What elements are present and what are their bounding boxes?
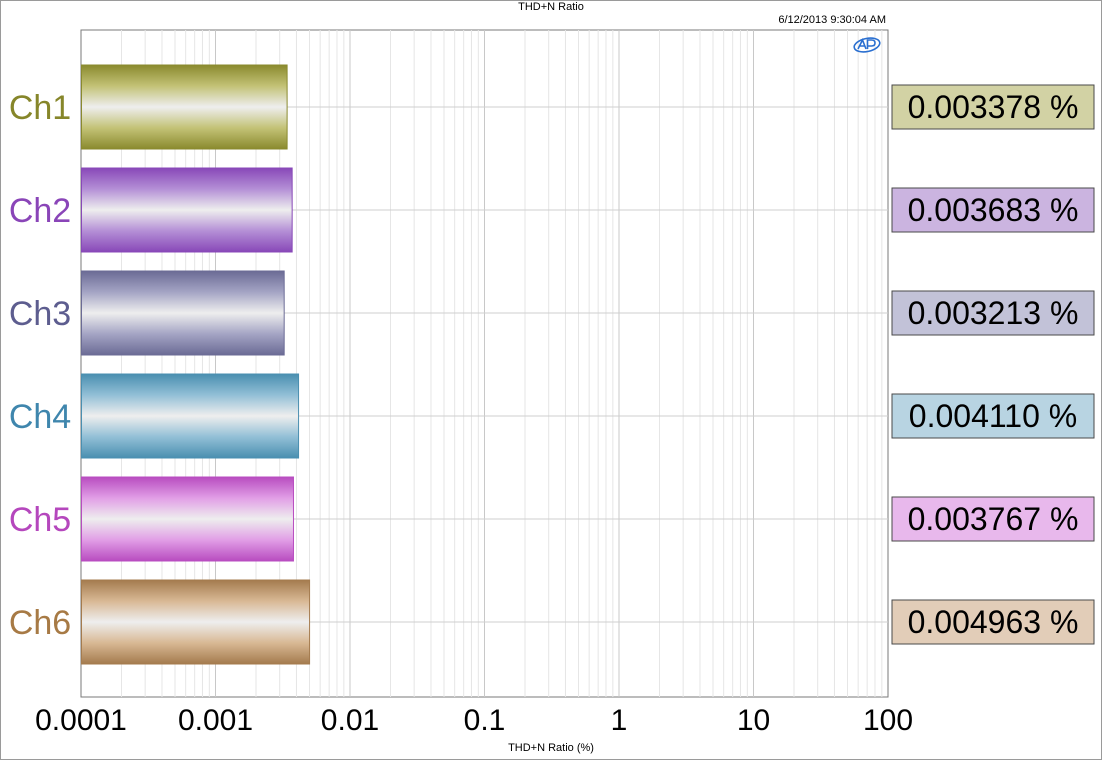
value-box-ch6	[891, 599, 1095, 645]
bar-ch5	[81, 476, 294, 562]
value-label-ch5: 0.003767 %	[908, 501, 1079, 537]
audio-precision-logo-icon	[853, 37, 881, 53]
value-label-ch4: 0.004110 %	[909, 398, 1077, 434]
bar-ch1	[81, 64, 288, 150]
category-label-ch3: Ch3	[9, 295, 71, 333]
bar-ch4	[81, 373, 300, 459]
bar-ch6	[81, 579, 311, 665]
x-axis-label: THD+N Ratio (%)	[508, 742, 594, 754]
value-box-ch2	[891, 187, 1095, 233]
x-tick-label: 100	[863, 704, 913, 737]
category-label-ch5: Ch5	[9, 501, 71, 539]
category-label-ch1: Ch1	[9, 89, 71, 127]
value-box-ch5	[891, 496, 1095, 542]
value-label-ch3: 0.003213 %	[908, 295, 1079, 331]
value-label-ch6: 0.004963 %	[908, 604, 1079, 640]
value-box-ch4	[891, 393, 1095, 439]
timestamp: 6/12/2013 9:30:04 AM	[778, 14, 886, 26]
x-tick-label: 0.0001	[35, 704, 127, 737]
chart-title: THD+N Ratio	[518, 1, 584, 13]
category-label-ch2: Ch2	[9, 192, 71, 230]
x-tick-label: 0.001	[178, 704, 253, 737]
x-tick-label: 0.01	[321, 704, 379, 737]
x-tick-label: 10	[737, 704, 770, 737]
x-tick-label: 1	[611, 704, 628, 737]
value-box-ch1	[891, 84, 1095, 130]
category-label-ch4: Ch4	[9, 398, 71, 436]
bar-ch2	[81, 167, 293, 253]
bar-ch3	[81, 270, 285, 356]
value-label-ch2: 0.003683 %	[908, 192, 1079, 228]
value-box-ch3	[891, 290, 1095, 336]
x-tick-label: 0.1	[464, 704, 506, 737]
value-label-ch1: 0.003378 %	[908, 89, 1079, 125]
category-label-ch6: Ch6	[9, 604, 71, 642]
